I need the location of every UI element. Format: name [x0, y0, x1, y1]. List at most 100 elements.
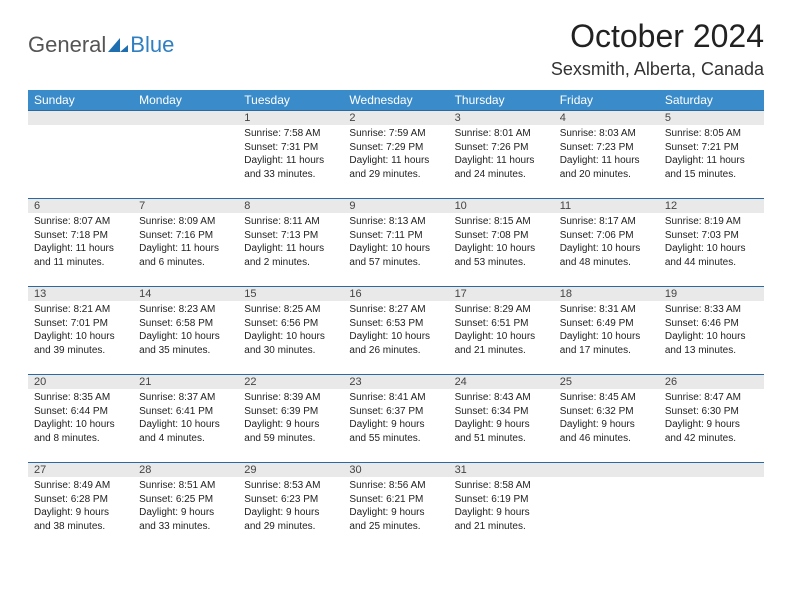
day-number: 28 [133, 463, 238, 477]
calendar-week-row: 6Sunrise: 8:07 AMSunset: 7:18 PMDaylight… [28, 199, 764, 287]
sunrise-text: Sunrise: 8:25 AM [244, 303, 337, 317]
sunset-text: Sunset: 6:51 PM [455, 317, 548, 331]
calendar-cell: 21Sunrise: 8:37 AMSunset: 6:41 PMDayligh… [133, 375, 238, 463]
daylight-text: Daylight: 10 hours and 57 minutes. [349, 242, 442, 269]
sunrise-text: Sunrise: 8:39 AM [244, 391, 337, 405]
calendar-cell: 6Sunrise: 8:07 AMSunset: 7:18 PMDaylight… [28, 199, 133, 287]
day-header: Sunday [28, 90, 133, 111]
sunset-text: Sunset: 7:18 PM [34, 229, 127, 243]
sunset-text: Sunset: 6:58 PM [139, 317, 232, 331]
sunset-text: Sunset: 6:39 PM [244, 405, 337, 419]
sunset-text: Sunset: 7:13 PM [244, 229, 337, 243]
sunrise-text: Sunrise: 8:17 AM [560, 215, 653, 229]
brand-blue: Blue [130, 32, 174, 58]
calendar-cell [28, 111, 133, 199]
calendar-cell [133, 111, 238, 199]
calendar-cell: 22Sunrise: 8:39 AMSunset: 6:39 PMDayligh… [238, 375, 343, 463]
day-header: Thursday [449, 90, 554, 111]
sunset-text: Sunset: 7:26 PM [455, 141, 548, 155]
sunset-text: Sunset: 7:21 PM [665, 141, 758, 155]
cell-body: Sunrise: 8:01 AMSunset: 7:26 PMDaylight:… [449, 125, 554, 185]
sunrise-text: Sunrise: 8:33 AM [665, 303, 758, 317]
daylight-text: Daylight: 9 hours and 55 minutes. [349, 418, 442, 445]
cell-body: Sunrise: 8:19 AMSunset: 7:03 PMDaylight:… [659, 213, 764, 273]
day-number: 20 [28, 375, 133, 389]
calendar-cell: 1Sunrise: 7:58 AMSunset: 7:31 PMDaylight… [238, 111, 343, 199]
sunrise-text: Sunrise: 8:21 AM [34, 303, 127, 317]
sunset-text: Sunset: 6:28 PM [34, 493, 127, 507]
day-number: 9 [343, 199, 448, 213]
day-number: 26 [659, 375, 764, 389]
sunrise-text: Sunrise: 8:29 AM [455, 303, 548, 317]
sunrise-text: Sunrise: 8:05 AM [665, 127, 758, 141]
daylight-text: Daylight: 10 hours and 44 minutes. [665, 242, 758, 269]
day-header: Tuesday [238, 90, 343, 111]
cell-body [133, 125, 238, 131]
calendar-cell: 10Sunrise: 8:15 AMSunset: 7:08 PMDayligh… [449, 199, 554, 287]
calendar-cell: 9Sunrise: 8:13 AMSunset: 7:11 PMDaylight… [343, 199, 448, 287]
sunrise-text: Sunrise: 8:11 AM [244, 215, 337, 229]
day-number: 8 [238, 199, 343, 213]
calendar-head: Sunday Monday Tuesday Wednesday Thursday… [28, 90, 764, 111]
calendar-cell: 4Sunrise: 8:03 AMSunset: 7:23 PMDaylight… [554, 111, 659, 199]
daylight-text: Daylight: 11 hours and 6 minutes. [139, 242, 232, 269]
day-number [28, 111, 133, 125]
daylight-text: Daylight: 11 hours and 24 minutes. [455, 154, 548, 181]
calendar-week-row: 13Sunrise: 8:21 AMSunset: 7:01 PMDayligh… [28, 287, 764, 375]
daylight-text: Daylight: 10 hours and 53 minutes. [455, 242, 548, 269]
sunrise-text: Sunrise: 7:58 AM [244, 127, 337, 141]
calendar-cell: 20Sunrise: 8:35 AMSunset: 6:44 PMDayligh… [28, 375, 133, 463]
sunset-text: Sunset: 7:03 PM [665, 229, 758, 243]
daylight-text: Daylight: 10 hours and 17 minutes. [560, 330, 653, 357]
sunset-text: Sunset: 7:23 PM [560, 141, 653, 155]
day-number: 31 [449, 463, 554, 477]
daylight-text: Daylight: 11 hours and 29 minutes. [349, 154, 442, 181]
sunset-text: Sunset: 7:11 PM [349, 229, 442, 243]
calendar-week-row: 1Sunrise: 7:58 AMSunset: 7:31 PMDaylight… [28, 111, 764, 199]
sunrise-text: Sunrise: 8:43 AM [455, 391, 548, 405]
sunset-text: Sunset: 6:23 PM [244, 493, 337, 507]
cell-body: Sunrise: 8:11 AMSunset: 7:13 PMDaylight:… [238, 213, 343, 273]
day-header: Friday [554, 90, 659, 111]
day-header: Saturday [659, 90, 764, 111]
brand-general: General [28, 32, 106, 58]
daylight-text: Daylight: 11 hours and 2 minutes. [244, 242, 337, 269]
cell-body: Sunrise: 8:31 AMSunset: 6:49 PMDaylight:… [554, 301, 659, 361]
calendar-cell: 2Sunrise: 7:59 AMSunset: 7:29 PMDaylight… [343, 111, 448, 199]
daylight-text: Daylight: 10 hours and 4 minutes. [139, 418, 232, 445]
cell-body: Sunrise: 8:47 AMSunset: 6:30 PMDaylight:… [659, 389, 764, 449]
sunset-text: Sunset: 7:06 PM [560, 229, 653, 243]
calendar-cell: 8Sunrise: 8:11 AMSunset: 7:13 PMDaylight… [238, 199, 343, 287]
cell-body [554, 477, 659, 483]
day-number: 30 [343, 463, 448, 477]
brand-logo: General Blue [28, 18, 174, 58]
cell-body: Sunrise: 8:05 AMSunset: 7:21 PMDaylight:… [659, 125, 764, 185]
daylight-text: Daylight: 11 hours and 11 minutes. [34, 242, 127, 269]
day-number: 27 [28, 463, 133, 477]
title-block: October 2024 Sexsmith, Alberta, Canada [551, 18, 764, 80]
day-number: 25 [554, 375, 659, 389]
day-number [659, 463, 764, 477]
sunrise-text: Sunrise: 8:53 AM [244, 479, 337, 493]
day-number: 22 [238, 375, 343, 389]
location-text: Sexsmith, Alberta, Canada [551, 59, 764, 80]
sunrise-text: Sunrise: 8:56 AM [349, 479, 442, 493]
cell-body: Sunrise: 8:39 AMSunset: 6:39 PMDaylight:… [238, 389, 343, 449]
day-header: Wednesday [343, 90, 448, 111]
daylight-text: Daylight: 11 hours and 15 minutes. [665, 154, 758, 181]
calendar-cell [659, 463, 764, 551]
sunset-text: Sunset: 6:49 PM [560, 317, 653, 331]
day-number [554, 463, 659, 477]
sunset-text: Sunset: 6:30 PM [665, 405, 758, 419]
sunset-text: Sunset: 6:25 PM [139, 493, 232, 507]
sunrise-text: Sunrise: 8:58 AM [455, 479, 548, 493]
calendar-table: Sunday Monday Tuesday Wednesday Thursday… [28, 90, 764, 551]
daylight-text: Daylight: 11 hours and 33 minutes. [244, 154, 337, 181]
cell-body: Sunrise: 8:29 AMSunset: 6:51 PMDaylight:… [449, 301, 554, 361]
daylight-text: Daylight: 10 hours and 30 minutes. [244, 330, 337, 357]
calendar-week-row: 20Sunrise: 8:35 AMSunset: 6:44 PMDayligh… [28, 375, 764, 463]
sunrise-text: Sunrise: 8:49 AM [34, 479, 127, 493]
calendar-week-row: 27Sunrise: 8:49 AMSunset: 6:28 PMDayligh… [28, 463, 764, 551]
cell-body: Sunrise: 7:59 AMSunset: 7:29 PMDaylight:… [343, 125, 448, 185]
cell-body: Sunrise: 8:15 AMSunset: 7:08 PMDaylight:… [449, 213, 554, 273]
